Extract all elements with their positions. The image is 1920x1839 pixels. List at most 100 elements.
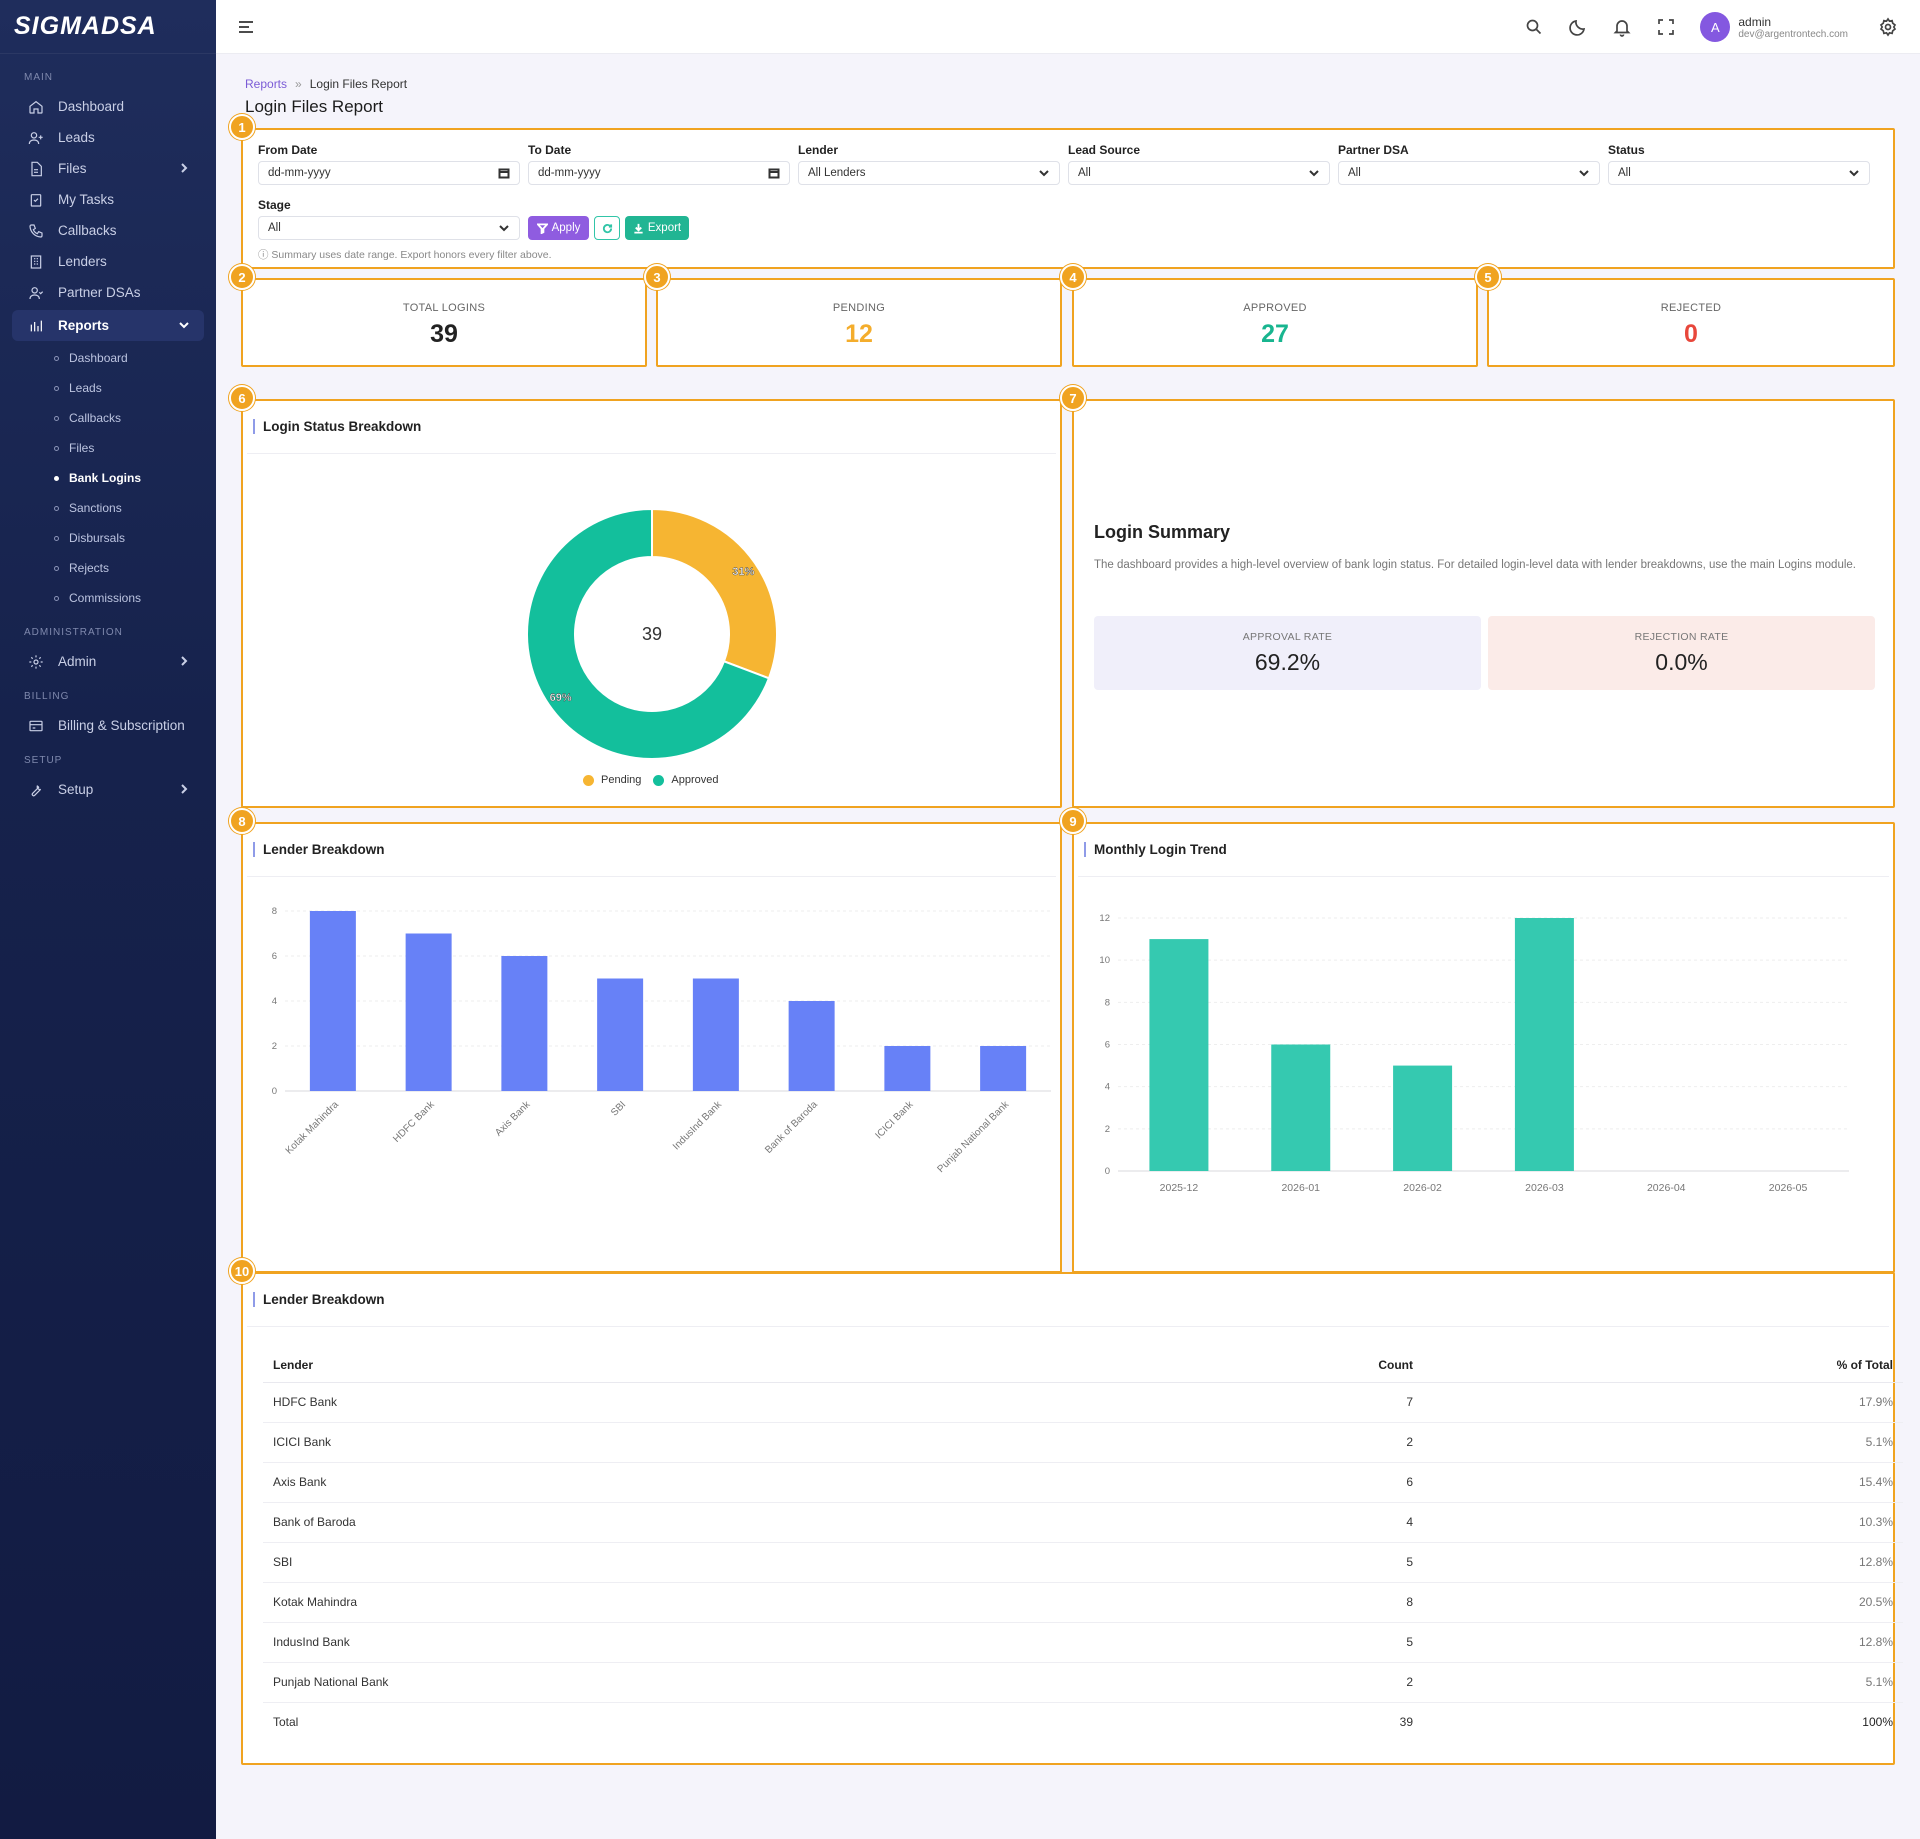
bar[interactable] xyxy=(788,1001,835,1091)
bell-icon[interactable] xyxy=(1612,17,1632,37)
donut-slice-pending[interactable] xyxy=(651,507,778,680)
reset-button[interactable] xyxy=(594,216,620,240)
download-icon xyxy=(634,223,643,234)
gear-icon[interactable] xyxy=(1878,17,1898,37)
from-date-input[interactable]: dd-mm-yyyy xyxy=(258,161,520,185)
sidebar-item-files[interactable]: Files xyxy=(0,153,216,184)
y-tick-label: 0 xyxy=(1105,1166,1110,1177)
column-header-count[interactable]: Count xyxy=(1263,1348,1423,1383)
region-badge: 4 xyxy=(1060,264,1086,290)
x-tick-label: 2026-05 xyxy=(1769,1182,1808,1194)
app-logo: SIGMADSA xyxy=(0,0,216,54)
sidebar-subitem-rejects[interactable]: Rejects xyxy=(0,553,216,583)
fullscreen-icon[interactable] xyxy=(1656,17,1676,37)
filter-icon xyxy=(536,222,548,234)
table-row[interactable]: SBI 5 12.8% xyxy=(263,1542,1903,1583)
table-row[interactable]: Axis Bank 6 15.4% xyxy=(263,1462,1903,1503)
bar[interactable] xyxy=(501,956,548,1091)
x-tick-label: SBI xyxy=(609,1099,628,1118)
table-row[interactable]: Punjab National Bank 2 5.1% xyxy=(263,1662,1903,1703)
sidebar-item-partner-dsas[interactable]: Partner DSAs xyxy=(0,277,216,308)
table-total-row: Total 39 100% xyxy=(263,1702,1903,1742)
sidebar-item-leads[interactable]: Leads xyxy=(0,122,216,153)
table-row[interactable]: ICICI Bank 2 5.1% xyxy=(263,1422,1903,1463)
column-header-pct[interactable]: % of Total xyxy=(1423,1348,1903,1383)
bar[interactable] xyxy=(405,933,452,1092)
y-tick-label: 4 xyxy=(1105,1082,1110,1093)
stage-select[interactable]: All xyxy=(258,216,520,240)
export-button[interactable]: Export xyxy=(625,216,689,240)
sidebar-subitem-disbursals[interactable]: Disbursals xyxy=(0,523,216,553)
section-setup: SETUP xyxy=(24,755,63,766)
search-icon[interactable] xyxy=(1524,17,1544,37)
sidebar-subitem-commissions[interactable]: Commissions xyxy=(0,583,216,613)
user-info[interactable]: admin dev@argentrontech.com xyxy=(1738,15,1848,40)
sidebar-item-admin[interactable]: Admin xyxy=(0,646,216,677)
cell-pct: 10.3% xyxy=(1423,1502,1903,1543)
sidebar-subitem-bank-logins[interactable]: Bank Logins xyxy=(0,463,216,493)
y-tick-label: 6 xyxy=(272,951,277,962)
bar[interactable] xyxy=(692,978,739,1092)
table-row[interactable]: IndusInd Bank 5 12.8% xyxy=(263,1622,1903,1663)
status-select[interactable]: All xyxy=(1608,161,1870,185)
sidebar-item-billing[interactable]: Billing & Subscription xyxy=(0,710,216,741)
cell-pct: 15.4% xyxy=(1423,1462,1903,1503)
breadcrumb-reports-link[interactable]: Reports xyxy=(245,77,288,91)
bar[interactable] xyxy=(1271,1044,1331,1172)
table-row[interactable]: Kotak Mahindra 8 20.5% xyxy=(263,1582,1903,1623)
x-tick-label: HDFC Bank xyxy=(391,1099,437,1145)
sidebar-subitem-files[interactable]: Files xyxy=(0,433,216,463)
moon-icon[interactable] xyxy=(1568,17,1588,37)
chevron-down-icon xyxy=(1038,167,1050,179)
partner-dsa-select[interactable]: All xyxy=(1338,161,1600,185)
clipboard-check-icon xyxy=(28,192,44,208)
lead-source-select[interactable]: All xyxy=(1068,161,1330,185)
stat-card-pending: PENDING 12 xyxy=(656,278,1062,367)
lender-select[interactable]: All Lenders xyxy=(798,161,1060,185)
bar[interactable] xyxy=(980,1046,1027,1091)
avatar[interactable]: A xyxy=(1700,12,1731,42)
file-icon xyxy=(28,161,44,177)
cell-pct: 17.9% xyxy=(1423,1382,1903,1423)
sidebar-subitem-callbacks[interactable]: Callbacks xyxy=(0,403,216,433)
region-badge: 5 xyxy=(1475,264,1501,290)
hamburger-menu-icon[interactable] xyxy=(236,17,256,37)
to-date-input[interactable]: dd-mm-yyyy xyxy=(528,161,790,185)
cell-count: 8 xyxy=(1263,1582,1423,1623)
region-badge: 7 xyxy=(1060,385,1086,411)
donut-slice-approved[interactable] xyxy=(526,507,771,760)
sidebar-item-my-tasks[interactable]: My Tasks xyxy=(0,184,216,215)
sidebar-item-lenders[interactable]: Lenders xyxy=(0,246,216,277)
region-badge: 2 xyxy=(229,264,255,290)
sidebar-subitem-leads[interactable]: Leads xyxy=(0,373,216,403)
summary-title: Login Summary xyxy=(1094,522,1231,542)
apply-button[interactable]: Apply xyxy=(528,216,589,240)
y-tick-label: 4 xyxy=(272,996,277,1007)
cell-pct: 5.1% xyxy=(1423,1422,1903,1463)
bar[interactable] xyxy=(309,911,356,1091)
stat-card-approved: APPROVED 27 xyxy=(1072,278,1478,367)
column-header-lender[interactable]: Lender xyxy=(263,1348,1263,1383)
sidebar-item-setup[interactable]: Setup xyxy=(0,774,216,805)
region-badge: 6 xyxy=(229,385,255,411)
sidebar-item-dashboard[interactable]: Dashboard xyxy=(0,91,216,122)
page-title: Login Files Report xyxy=(245,97,383,116)
bar[interactable] xyxy=(1149,939,1209,1171)
x-tick-label: 2026-02 xyxy=(1403,1182,1442,1194)
bar[interactable] xyxy=(1393,1065,1453,1171)
bar[interactable] xyxy=(597,978,644,1092)
sidebar-subitem-dashboard[interactable]: Dashboard xyxy=(0,343,216,373)
sidebar-item-reports[interactable]: Reports xyxy=(12,310,204,341)
sidebar-item-label: Files xyxy=(58,161,87,176)
sidebar-subitem-sanctions[interactable]: Sanctions xyxy=(0,493,216,523)
card-title: Monthly Login Trend xyxy=(1084,842,1227,857)
sidebar-item-label: Setup xyxy=(58,782,94,797)
user-name: admin xyxy=(1738,14,1772,29)
table-row[interactable]: Bank of Baroda 4 10.3% xyxy=(263,1502,1903,1543)
x-tick-label: Bank of Baroda xyxy=(763,1099,820,1156)
table-row[interactable]: HDFC Bank 7 17.9% xyxy=(263,1382,1903,1423)
bar[interactable] xyxy=(1514,918,1574,1171)
bar[interactable] xyxy=(884,1046,931,1091)
sidebar-item-callbacks[interactable]: Callbacks xyxy=(0,215,216,246)
lender-breakdown-chart-card: Lender Breakdown 0 2 4 6 8 Kotak Mahindra HDFC… xyxy=(241,822,1062,1273)
